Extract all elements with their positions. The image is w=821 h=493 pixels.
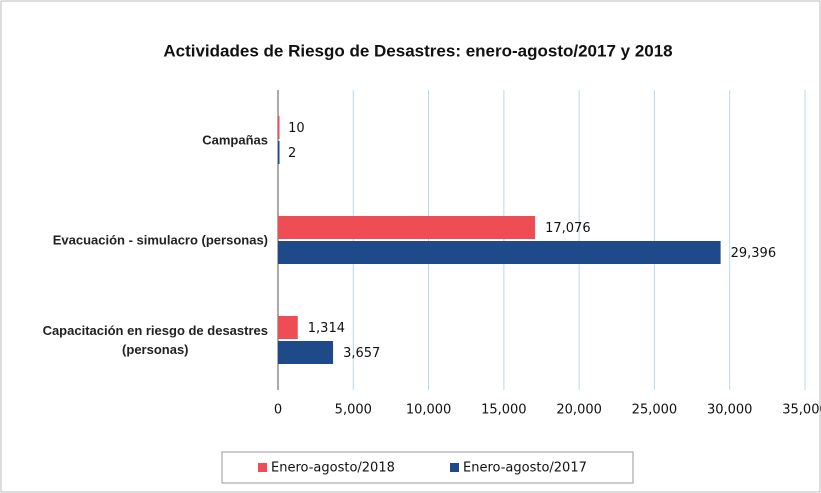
x-tick-label: 10,000 bbox=[406, 403, 452, 418]
legend-swatch bbox=[258, 463, 267, 472]
x-tick-label: 20,000 bbox=[556, 403, 602, 418]
legend-swatch bbox=[450, 463, 459, 472]
bar bbox=[278, 116, 280, 139]
bar bbox=[278, 141, 280, 164]
value-label: 17,076 bbox=[545, 221, 591, 236]
value-label: 2 bbox=[288, 146, 296, 161]
y-tick-label: Campañas bbox=[202, 132, 268, 148]
value-label: 3,657 bbox=[343, 346, 380, 361]
bar bbox=[278, 341, 334, 364]
value-label: 10 bbox=[288, 121, 305, 136]
x-tick-label: 30,000 bbox=[707, 403, 753, 418]
legend-box bbox=[221, 451, 634, 484]
bar bbox=[278, 241, 721, 264]
x-tick-label: 0 bbox=[274, 403, 282, 418]
bar bbox=[278, 216, 536, 239]
chart-title: Actividades de Riesgo de Desastres: ener… bbox=[163, 41, 672, 60]
x-tick-label: 5,000 bbox=[335, 403, 372, 418]
y-tick-label: Evacuación - simulacro (personas) bbox=[52, 232, 268, 248]
y-tick-label: Capacitación en riesgo de desastres (per… bbox=[42, 323, 268, 357]
legend-label: Enero-agosto/2018 bbox=[271, 461, 395, 476]
bar bbox=[278, 316, 298, 339]
value-label: 1,314 bbox=[308, 321, 345, 336]
legend-label: Enero-agosto/2017 bbox=[463, 461, 587, 476]
x-tick-label: 35,000 bbox=[782, 403, 821, 418]
value-label: 29,396 bbox=[731, 246, 777, 261]
x-tick-label: 15,000 bbox=[481, 403, 527, 418]
x-tick-label: 25,000 bbox=[632, 403, 678, 418]
